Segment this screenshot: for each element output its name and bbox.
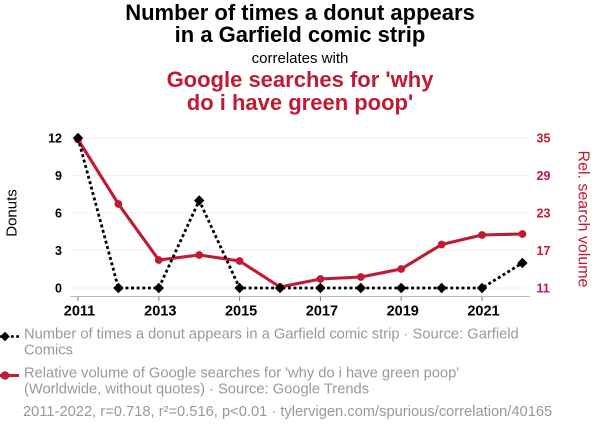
svg-text:2013: 2013 xyxy=(144,304,176,320)
svg-text:3: 3 xyxy=(55,244,62,258)
svg-text:2017: 2017 xyxy=(306,304,338,320)
svg-text:Number of times a donut appear: Number of times a donut appears xyxy=(125,0,475,25)
svg-text:17: 17 xyxy=(537,244,551,258)
svg-text:2011: 2011 xyxy=(64,304,95,320)
svg-text:Donuts: Donuts xyxy=(4,189,21,237)
svg-text:0: 0 xyxy=(55,282,62,296)
svg-text:(Worldwide, without quotes) ·: (Worldwide, without quotes) · Source: Go… xyxy=(24,382,369,398)
svg-text:2021: 2021 xyxy=(467,304,499,320)
svg-text:12: 12 xyxy=(48,132,62,146)
svg-text:6: 6 xyxy=(55,207,62,221)
svg-text:Number of times a donut appear: Number of times a donut appears in a Gar… xyxy=(24,327,519,343)
svg-text:23: 23 xyxy=(537,207,551,221)
svg-text:11: 11 xyxy=(537,282,550,296)
svg-text:correlates with: correlates with xyxy=(252,50,349,67)
svg-text:do i have green poop': do i have green poop' xyxy=(187,90,413,115)
svg-text:Relative volume of Google sear: Relative volume of Google searches for '… xyxy=(24,366,459,382)
svg-text:Google searches for 'why: Google searches for 'why xyxy=(167,67,435,92)
svg-text:2015: 2015 xyxy=(225,304,257,320)
svg-text:29: 29 xyxy=(537,169,551,183)
svg-text:Comics: Comics xyxy=(24,343,73,359)
svg-text:9: 9 xyxy=(55,169,62,183)
svg-text:35: 35 xyxy=(537,132,551,146)
svg-text:2011-2022, r=0.718, r²=0.516,: 2011-2022, r=0.718, r²=0.516, p<0.01 · t… xyxy=(23,404,552,420)
svg-text:Rel. search volume: Rel. search volume xyxy=(574,151,591,288)
svg-text:2019: 2019 xyxy=(387,304,419,320)
svg-text:in a Garfield comic strip: in a Garfield comic strip xyxy=(175,22,426,47)
